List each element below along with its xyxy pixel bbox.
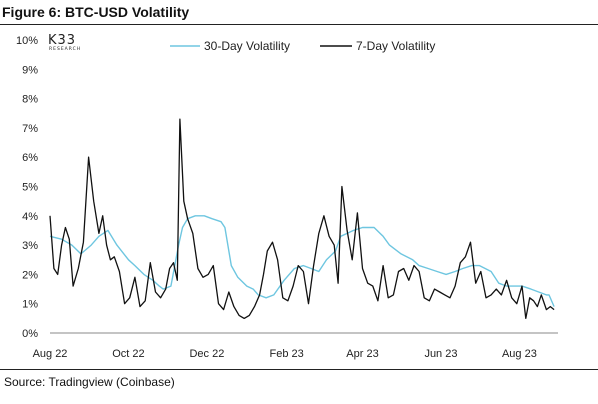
k33-logo: K33 RESEARCH bbox=[48, 33, 81, 52]
y-tick-label: 5% bbox=[22, 182, 38, 194]
logo-subtext: RESEARCH bbox=[49, 46, 81, 52]
series-line-7day bbox=[49, 118, 555, 320]
y-tick-label: 1% bbox=[22, 299, 38, 311]
x-axis: Aug 22 Oct 22 Dec 22 Feb 23 Apr 23 Jun 23 Aug … bbox=[33, 332, 558, 360]
y-tick-label: 4% bbox=[22, 211, 38, 223]
legend-label-7day: 7-Day Volatility bbox=[356, 39, 435, 53]
series-lines bbox=[49, 118, 555, 320]
y-tick-label: 6% bbox=[22, 152, 38, 164]
y-axis: 0% 1% 2% 3% 4% 5% 6% 7% 8% 9% 10% bbox=[16, 35, 38, 340]
series-line-30day bbox=[49, 215, 555, 307]
source-note: Source: Tradingview (Coinbase) bbox=[0, 369, 598, 393]
y-tick-label: 2% bbox=[22, 269, 38, 281]
y-tick-label: 7% bbox=[22, 123, 38, 135]
y-tick-label: 9% bbox=[22, 64, 38, 76]
x-tick-label: Jun 23 bbox=[424, 348, 457, 360]
x-tick-label: Aug 23 bbox=[502, 348, 537, 360]
y-tick-label: 8% bbox=[22, 94, 38, 106]
y-tick-label: 0% bbox=[22, 328, 38, 340]
y-tick-label: 10% bbox=[16, 35, 38, 47]
x-tick-label: Aug 22 bbox=[33, 348, 68, 360]
legend: 30-Day Volatility 7-Day Volatility bbox=[170, 39, 435, 53]
x-tick-label: Oct 22 bbox=[112, 348, 144, 360]
logo-text: K33 bbox=[48, 33, 76, 48]
figure-title: Figure 6: BTC-USD Volatility bbox=[0, 3, 598, 25]
x-tick-label: Feb 23 bbox=[270, 348, 304, 360]
x-tick-label: Dec 22 bbox=[189, 348, 224, 360]
legend-label-30day: 30-Day Volatility bbox=[204, 39, 290, 53]
y-tick-label: 3% bbox=[22, 240, 38, 252]
x-tick-label: Apr 23 bbox=[346, 348, 378, 360]
